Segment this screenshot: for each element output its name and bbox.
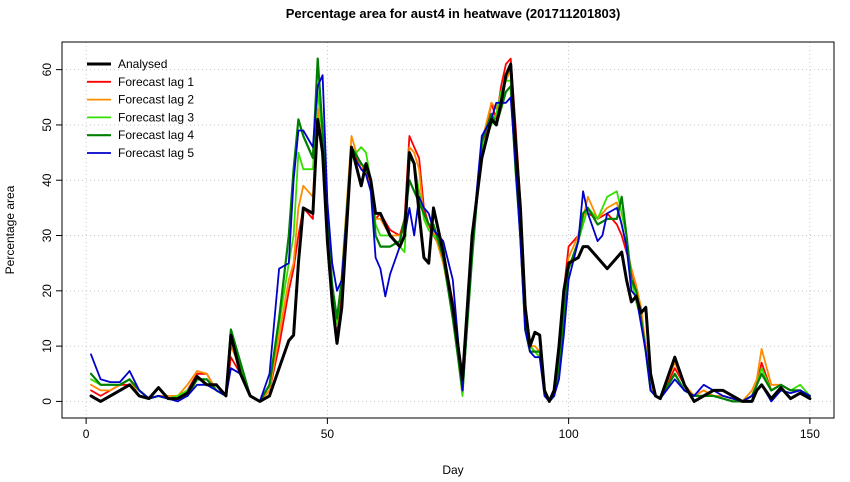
y-tick-label: 0 — [40, 398, 54, 405]
y-tick-label: 10 — [40, 339, 54, 353]
chart-title: Percentage area for aust4 in heatwave (2… — [286, 6, 621, 21]
legend-label: Forecast lag 4 — [118, 128, 194, 142]
legend-label: Analysed — [118, 57, 167, 71]
series-line-forecast-lag-5 — [90, 74, 811, 403]
x-tick-label: 100 — [559, 427, 579, 441]
series-line-forecast-lag-1 — [90, 57, 811, 403]
series-line-forecast-lag-3 — [90, 79, 811, 403]
legend-label: Forecast lag 2 — [118, 93, 194, 107]
x-tick-label: 0 — [83, 427, 90, 441]
legend-label: Forecast lag 5 — [118, 146, 194, 160]
x-tick-label: 150 — [800, 427, 820, 441]
legend: Analysed Forecast lag 1 Forecast lag 2 Fore… — [87, 57, 194, 160]
y-axis-label: Percentage area — [3, 185, 17, 274]
y-tick-label: 20 — [40, 284, 54, 298]
x-tick-label: 50 — [321, 427, 335, 441]
x-axis: 0 50 100 150 — [83, 417, 820, 441]
legend-label: Forecast lag 1 — [118, 75, 194, 89]
y-tick-label: 50 — [40, 118, 54, 132]
y-tick-label: 40 — [40, 173, 54, 187]
series-line-analysed — [89, 62, 812, 403]
y-tick-label: 60 — [40, 63, 54, 77]
legend-label: Forecast lag 3 — [118, 110, 194, 124]
series-line-forecast-lag-4 — [89, 57, 811, 403]
y-axis: 0 10 20 30 40 50 60 — [40, 63, 63, 405]
series-layer — [89, 57, 812, 403]
x-axis-label: Day — [442, 463, 463, 477]
y-tick-label: 30 — [40, 229, 54, 243]
